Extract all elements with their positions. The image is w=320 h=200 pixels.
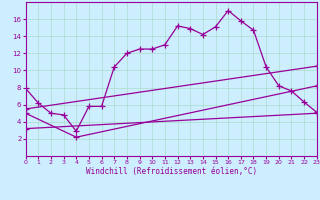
X-axis label: Windchill (Refroidissement éolien,°C): Windchill (Refroidissement éolien,°C) (86, 167, 257, 176)
